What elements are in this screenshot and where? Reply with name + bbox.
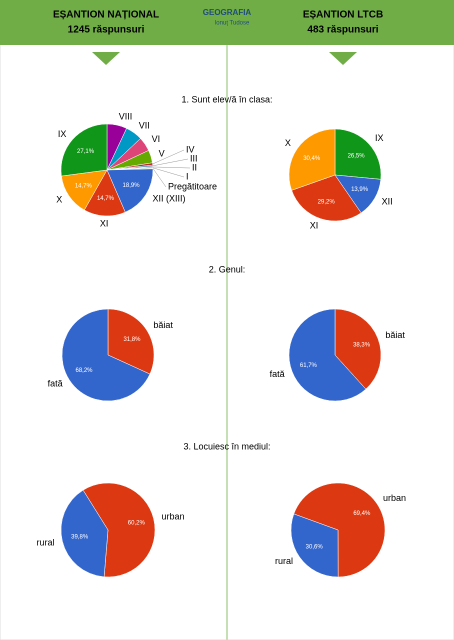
slice-label: I <box>186 171 189 181</box>
header-title: EȘANTION NAȚIONAL <box>53 10 159 21</box>
slice-label: rural <box>275 556 293 566</box>
value-label: 18,9% <box>123 183 141 189</box>
pie-slice <box>61 308 151 402</box>
pie-slice <box>334 128 382 180</box>
value-label: 26,5% <box>348 153 366 159</box>
leader-line <box>152 168 167 188</box>
slice-label: băiat <box>153 320 173 330</box>
slice-label: băiat <box>385 330 405 340</box>
pie-slice <box>293 482 386 578</box>
value-label: 13,9% <box>351 187 369 193</box>
pie-slice <box>60 123 108 177</box>
pie-slice <box>291 174 362 222</box>
slice-label: IV <box>186 144 195 154</box>
pie-slice <box>334 308 382 390</box>
value-label: 69,4% <box>353 511 371 517</box>
pie-slice <box>106 168 154 213</box>
value-label: 29,2% <box>318 200 336 206</box>
section-title: 3. Locuiesc în mediul: <box>183 441 270 451</box>
slice-label: XI <box>310 221 319 231</box>
arrow <box>92 52 120 65</box>
leader-line <box>152 149 185 165</box>
slice-label: VII <box>139 121 150 131</box>
slice-label: fată <box>48 379 63 389</box>
value-label: 30,6% <box>306 544 324 550</box>
logo-title: GEOGRAFIA <box>203 8 252 17</box>
pie-slice <box>107 308 155 375</box>
value-label: 39,8% <box>71 534 89 540</box>
slice-label: urban <box>161 511 184 521</box>
pie-slice <box>288 308 367 402</box>
slice-label: V <box>159 148 165 158</box>
arrow <box>329 52 357 65</box>
header-subtitle: 1245 răspunsuri <box>68 25 145 36</box>
header-title: EȘANTION LTCB <box>303 10 383 21</box>
value-label: 31,8% <box>123 337 141 343</box>
leader-line <box>152 158 189 167</box>
slice-label: VI <box>152 134 161 144</box>
slice-label: Pregătitoare <box>168 181 217 191</box>
value-label: 68,2% <box>76 368 94 374</box>
leader-line <box>152 166 191 169</box>
slice-label: III <box>190 153 198 163</box>
pie-slice <box>82 482 156 578</box>
section-title: 1. Sunt elev/ă în clasa: <box>181 94 272 104</box>
slice-label: urban <box>383 493 406 503</box>
header-bar <box>0 0 454 45</box>
header-subtitle: 483 răspunsuri <box>307 25 378 36</box>
leader-line <box>152 167 185 178</box>
slice-label: fată <box>270 369 285 379</box>
slice-label: IX <box>375 133 384 143</box>
slice-label: X <box>285 138 291 148</box>
pie-slice <box>290 513 339 578</box>
pie-slice <box>288 128 336 191</box>
slice-label: VIII <box>119 112 133 122</box>
slice-label: X <box>56 195 62 205</box>
value-label: 61,7% <box>300 363 318 369</box>
slice-label: XII (XIII) <box>153 193 186 203</box>
value-label: 14,7% <box>97 196 115 202</box>
value-label: 14,7% <box>75 184 93 190</box>
section-title: 2. Genul: <box>209 264 246 274</box>
slice-label: rural <box>37 537 55 547</box>
pie-slice <box>60 489 109 578</box>
value-label: 38,3% <box>353 342 371 348</box>
value-label: 27,1% <box>77 149 95 155</box>
slice-label: XII <box>382 197 393 207</box>
logo-subtitle: Ionuț Tudose <box>215 21 250 27</box>
slice-label: IX <box>58 129 67 139</box>
value-label: 60,2% <box>128 521 146 527</box>
slice-label: XI <box>100 218 109 228</box>
slice-label: II <box>192 162 197 172</box>
value-label: 30,4% <box>303 156 321 162</box>
